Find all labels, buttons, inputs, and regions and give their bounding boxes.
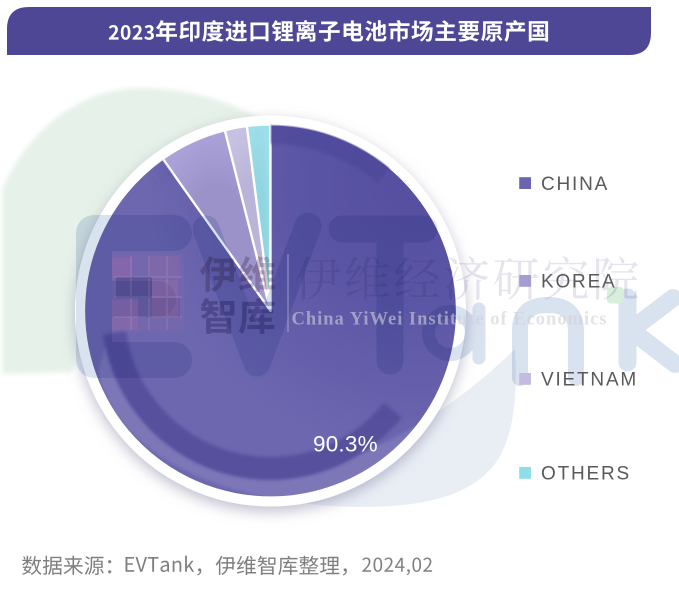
svg-text:KOREA: KOREA	[541, 272, 617, 293]
svg-text:90.3%: 90.3%	[313, 432, 378, 457]
svg-text:OTHERS: OTHERS	[541, 464, 631, 485]
svg-text:China YiWei Institute of Econo: China YiWei Institute of Economics	[292, 310, 607, 330]
svg-text:VIETNAM: VIETNAM	[541, 370, 638, 391]
svg-text:CHINA: CHINA	[541, 174, 609, 195]
